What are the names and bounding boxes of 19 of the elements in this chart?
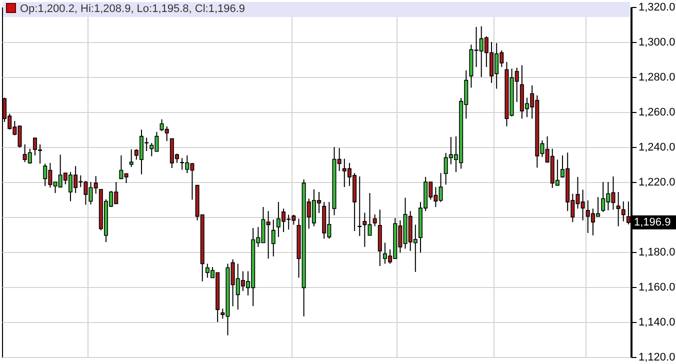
- y-tick-label: 1,220.0: [638, 176, 676, 188]
- y-tick-label: 1,300.0: [638, 36, 676, 48]
- y-tick-label: 1,120.0: [638, 352, 676, 364]
- candlestick: [372, 214, 377, 227]
- y-tick-label: 1,140.0: [638, 316, 676, 328]
- y-tick-label: 1,240.0: [638, 142, 676, 154]
- text: 1,196.9: [634, 216, 671, 228]
- header-strip: Op:1,200.2, Hi:1,208.9, Lo:1,195.8, Cl:1,196.9: [3, 2, 630, 17]
- candlestick: [358, 176, 362, 237]
- y-tick-label: 1,280.0: [638, 72, 676, 84]
- y-tick-label: 1,160.0: [638, 282, 676, 294]
- annotation: Op:1,200.2, Hi:1,208.9, Lo:1,195.8, Cl:1,196.9: [20, 3, 246, 15]
- y-tick-label: 1,180.0: [638, 246, 676, 258]
- y-tick-label: 1,320.0: [638, 2, 676, 14]
- candlestick: [621, 200, 626, 222]
- candlestick: [129, 148, 134, 168]
- y-tick-label: 1,260.0: [638, 106, 676, 118]
- candlestick: [616, 191, 620, 227]
- candlestick: [271, 219, 276, 257]
